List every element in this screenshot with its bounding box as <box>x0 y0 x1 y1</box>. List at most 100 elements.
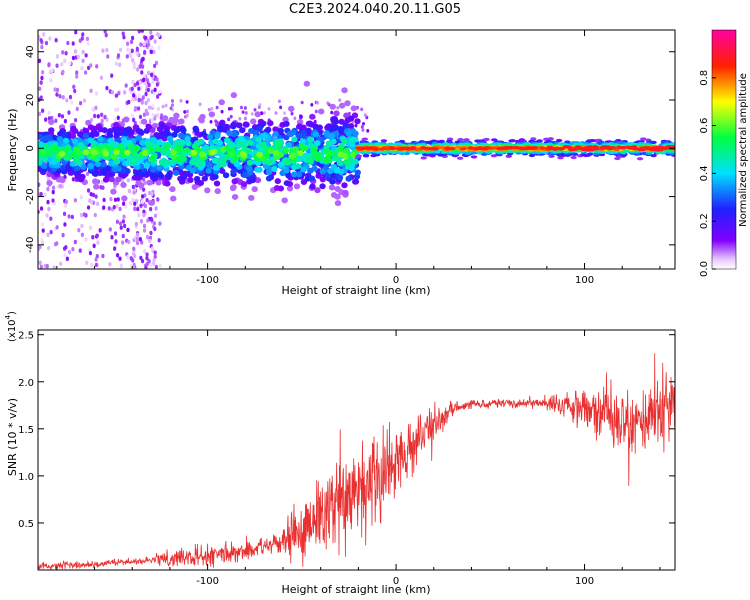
heatmap-speck <box>52 265 56 269</box>
heatmap-cell <box>565 145 573 149</box>
heatmap-cell <box>73 147 80 154</box>
heatmap-speck <box>290 111 294 116</box>
heatmap-speck <box>136 232 140 238</box>
heatmap-speck <box>293 116 297 121</box>
heatmap-speck <box>129 256 133 261</box>
heatmap-speck <box>91 106 95 112</box>
heatmap-cell <box>636 157 644 161</box>
heatmap-cell <box>53 145 60 152</box>
heatmap-cell <box>189 167 197 174</box>
heatmap-cell <box>203 144 210 151</box>
heatmap-cell <box>529 146 537 151</box>
heatmap-speck <box>51 198 55 203</box>
heatmap-cell <box>546 145 554 149</box>
heatmap-speck <box>94 262 98 268</box>
heatmap-speck <box>38 35 41 40</box>
heatmap-speck <box>241 110 245 114</box>
heatmap-cell <box>69 160 77 167</box>
heatmap-cell <box>404 146 411 150</box>
heatmap-speck <box>38 111 42 117</box>
heatmap-speck <box>108 227 112 232</box>
heatmap-cell <box>120 181 127 188</box>
heatmap-speck <box>150 217 154 223</box>
heatmap-cell <box>319 183 326 190</box>
heatmap-speck <box>134 221 138 227</box>
heatmap-cell <box>155 179 162 186</box>
heatmap-speck <box>91 235 95 240</box>
heatmap-cell <box>252 129 260 136</box>
heatmap-speck <box>131 113 135 119</box>
heatmap-speck <box>71 55 76 61</box>
heatmap-speck <box>116 115 120 121</box>
heatmap-cell <box>409 146 417 151</box>
heatmap-cell <box>158 159 165 166</box>
heatmap-cell <box>539 146 546 150</box>
heatmap-speck <box>133 96 138 101</box>
heatmap-cell <box>326 157 333 164</box>
heatmap-cell <box>336 160 344 167</box>
heatmap-speck <box>103 30 107 34</box>
heatmap-speck <box>58 94 62 99</box>
heatmap-speck <box>243 116 247 121</box>
x-tick-label: -100 <box>196 576 219 587</box>
heatmap-speck <box>126 227 130 233</box>
heatmap-speck <box>113 197 118 202</box>
heatmap-speck <box>135 81 140 86</box>
heatmap-speck <box>127 188 131 194</box>
heatmap-speck <box>119 47 123 53</box>
heatmap-speck <box>152 49 156 55</box>
heatmap-cell <box>183 147 190 154</box>
heatmap-cell <box>206 133 214 140</box>
heatmap-speck <box>95 253 99 259</box>
heatmap-cell <box>143 162 150 169</box>
y-tick-label: -40 <box>25 237 36 253</box>
heatmap-speck <box>103 115 107 120</box>
heatmap-speck <box>277 99 281 104</box>
heatmap-cell <box>254 166 261 173</box>
heatmap-cell <box>657 148 664 152</box>
snr-panel: -100 0 100 0.5 1.0 1.5 2.0 2.5 Height of straig… <box>4 311 676 596</box>
heatmap-speck <box>243 106 247 110</box>
heatmap-speck <box>130 35 135 41</box>
heatmap-speck <box>116 107 120 112</box>
heatmap-cell <box>140 118 148 125</box>
y-tick-label: 40 <box>25 45 36 58</box>
heatmap-cell <box>431 147 439 151</box>
heatmap-speck <box>140 30 144 33</box>
heatmap-speck <box>123 223 127 229</box>
heatmap-speck <box>110 235 114 240</box>
heatmap-speck <box>96 240 100 245</box>
colorbar-tick-label: 0.6 <box>699 118 710 134</box>
heatmap-speck <box>118 221 123 226</box>
heatmap-speck <box>360 125 364 129</box>
heatmap-speck <box>143 49 147 55</box>
heatmap-speck <box>145 252 149 257</box>
heatmap-speck <box>131 79 135 85</box>
y-tick-label: 0 <box>25 145 36 151</box>
heatmap-speck <box>138 114 143 120</box>
heatmap-cell <box>330 191 338 198</box>
heatmap-cell <box>175 156 182 163</box>
heatmap-cell <box>61 132 68 139</box>
heatmap-speck <box>137 97 141 103</box>
heatmap-speck <box>153 254 157 259</box>
heatmap-speck <box>154 206 158 211</box>
heatmap-cell <box>108 171 116 178</box>
heatmap-speck <box>71 41 75 46</box>
heatmap-speck <box>185 109 189 114</box>
heatmap-speck <box>55 241 59 246</box>
heatmap-speck <box>73 239 77 245</box>
heatmap-speck <box>65 256 69 262</box>
heatmap-speck <box>63 222 67 227</box>
heatmap-cell <box>379 147 386 151</box>
heatmap-cell <box>342 153 349 160</box>
snr-y-scale-label: (x104) <box>4 311 18 342</box>
heatmap-cell <box>172 169 180 176</box>
heatmap-speck <box>150 118 154 124</box>
heatmap-cell <box>38 153 42 160</box>
heatmap-cell <box>110 153 117 160</box>
heatmap-cell <box>317 108 325 115</box>
heatmap-speck <box>145 39 149 44</box>
heatmap-speck <box>39 192 43 197</box>
heatmap-speck <box>145 234 150 240</box>
